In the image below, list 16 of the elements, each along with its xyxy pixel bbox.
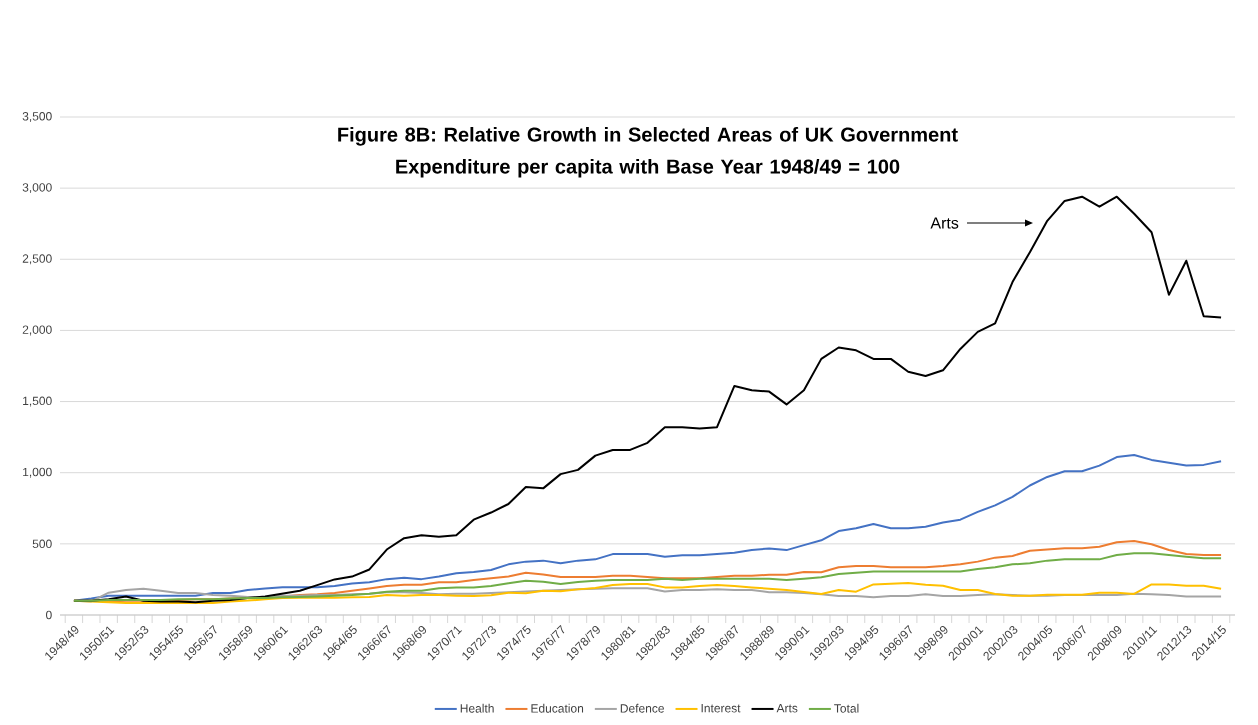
y-tick-label: 1,500 xyxy=(23,396,52,407)
legend-label: Interest xyxy=(701,704,741,713)
y-tick-label: 0 xyxy=(46,610,52,620)
legend-label: Total xyxy=(834,703,859,713)
legend-label: Arts xyxy=(776,704,798,713)
text: Figure 8B: Relative Growth in Selected Areas of UK Government Expenditure per capita with Base Year 1948/49 = 100 xyxy=(338,126,958,178)
annotation: Arts xyxy=(930,217,959,229)
y-tick-label: 3,500 xyxy=(22,112,52,122)
y-tick-label: 2,500 xyxy=(22,254,52,265)
y-tick-label: 2,000 xyxy=(22,325,52,336)
y-tick-label: 3,000 xyxy=(22,183,52,194)
legend-label: Education xyxy=(531,703,584,713)
legend-label: Health xyxy=(460,703,494,713)
y-tick-label: 1,000 xyxy=(23,467,52,478)
y-tick-label: 500 xyxy=(32,539,52,549)
legend-label: Defence xyxy=(620,703,664,713)
